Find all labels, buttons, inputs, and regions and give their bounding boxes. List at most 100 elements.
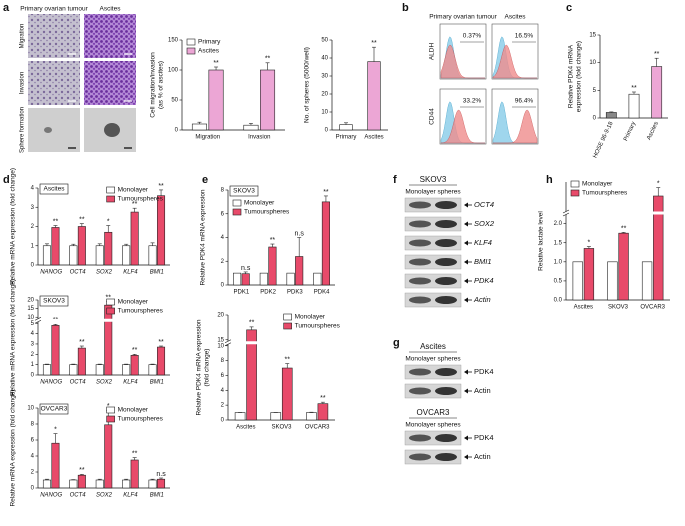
band [409, 239, 431, 247]
bar [270, 412, 282, 421]
bar [42, 364, 51, 376]
band-label: SOX2 [474, 219, 495, 228]
bar [69, 479, 78, 489]
significance: * [54, 426, 57, 433]
title-box [39, 295, 69, 307]
legend-label: Tumourspheres [118, 196, 164, 203]
legend-swatch [283, 322, 292, 330]
y-tick-label: 20 [217, 313, 224, 319]
y-tick-label: 0 [175, 128, 179, 134]
y-axis-label: (fold change) [204, 349, 211, 387]
bar [281, 367, 293, 421]
significance: ** [249, 320, 255, 327]
x-tick-label: Invasion [248, 135, 270, 141]
band [409, 434, 431, 442]
bar [51, 325, 60, 376]
x-tick-label: SKOV3 [608, 305, 629, 311]
gate-percent: 16.5% [515, 33, 534, 40]
bar [583, 248, 595, 301]
y-tick-label: 2.0 [554, 221, 563, 227]
gate-percent: 0.37% [463, 33, 482, 40]
x-tick-label: Ascites [236, 425, 255, 431]
significance: ** [158, 339, 164, 346]
y-tick-label: 50 [171, 98, 178, 104]
y-tick-label: 4 [221, 235, 225, 241]
bar [306, 412, 317, 421]
x-tick-label: KLF4 [123, 380, 138, 386]
x-tick-label: OVCAR3 [305, 425, 330, 431]
y-tick-label: 15 [217, 337, 224, 343]
significance: * [657, 180, 660, 187]
y-tick-label: 3 [31, 205, 35, 211]
arrow [464, 202, 468, 208]
y-tick-label: 0 [31, 373, 35, 379]
sphere [104, 123, 120, 137]
band [409, 277, 431, 285]
y-axis-label: Cell migration/invasion [150, 52, 157, 118]
band [435, 368, 457, 376]
x-tick-label: Migration [195, 135, 220, 141]
significance: * [107, 218, 110, 225]
band-label: PDK4 [474, 433, 494, 442]
x-tick-label: PDK3 [287, 290, 303, 296]
band [409, 368, 431, 376]
y-tick-label: 10 [321, 110, 328, 116]
chart-title: SKOV3 [43, 298, 65, 305]
significance: ** [285, 356, 291, 363]
y-tick-label: 8 [221, 358, 225, 364]
bar [77, 474, 86, 489]
bar [148, 479, 157, 489]
blot-header: Monolayer spheres [405, 356, 461, 363]
y-axis-label: Relative PDK4 mRNA expression [196, 319, 203, 415]
x-tick-label: KLF4 [123, 493, 138, 499]
y-axis-label: Relative PDK4 mRNA expression [200, 189, 207, 285]
legend-label: Ascites [198, 48, 220, 55]
x-tick-label: SOX2 [96, 493, 113, 499]
y-axis-label: Relative mRNA expression (fold change) [10, 389, 17, 506]
band [409, 387, 431, 395]
break-mark [562, 212, 570, 217]
bar [69, 364, 78, 376]
y-axis-label: No. of spheres (5000/well) [304, 47, 311, 123]
band [435, 296, 457, 304]
legend-swatch [106, 307, 115, 315]
legend-swatch [106, 298, 115, 306]
column-label: Primary ovarian tumour [20, 6, 88, 13]
x-tick-label: OCT4 [70, 380, 87, 386]
bar [628, 93, 640, 119]
y-tick-label: 0 [593, 116, 597, 122]
legend-label: Tumourspheres [118, 416, 164, 423]
y-tick-label: 6 [221, 373, 225, 379]
panel-letter: d [3, 174, 10, 186]
y-tick-label: 20 [27, 298, 34, 304]
arrow [464, 297, 468, 303]
bar [104, 231, 113, 266]
band [435, 201, 457, 209]
band-label: OCT4 [474, 200, 494, 209]
y-tick-label: 2 [221, 403, 225, 409]
bar [157, 478, 166, 489]
significance: ** [265, 56, 271, 63]
bar [605, 112, 617, 119]
bar [191, 123, 207, 131]
legend-label: Monolayer [118, 407, 149, 414]
bar [241, 273, 250, 286]
legend-label: Monolayer [118, 187, 149, 194]
significance: n.s [295, 230, 305, 237]
bar [234, 412, 246, 421]
bar [122, 245, 131, 266]
bar [148, 245, 157, 266]
band [435, 434, 457, 442]
bar [130, 355, 139, 376]
significance: n.s [156, 471, 166, 478]
y-tick-label: 0 [221, 283, 225, 289]
legend-swatch [106, 195, 115, 203]
y-tick-label: 6 [31, 438, 35, 444]
arrow [464, 454, 468, 460]
bar [313, 272, 322, 286]
chart-title: OVCAR3 [41, 406, 68, 413]
bar [104, 424, 113, 489]
x-tick-label: BMI1 [150, 380, 164, 386]
row-label: Sphere formation [20, 107, 26, 153]
bar [42, 479, 51, 489]
